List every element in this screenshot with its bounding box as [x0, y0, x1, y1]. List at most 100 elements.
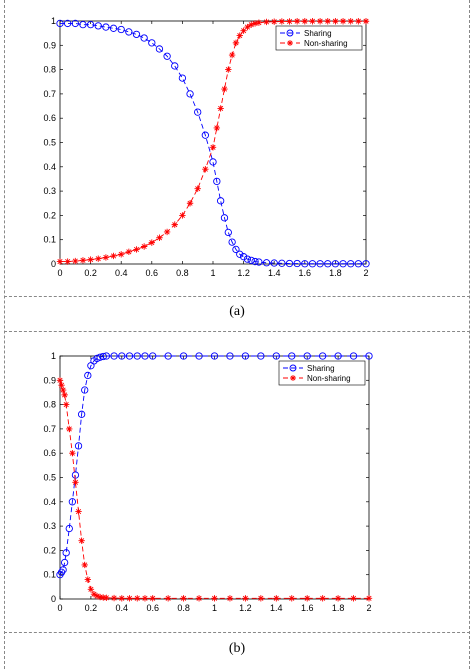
data-point: [58, 381, 65, 389]
data-point: [118, 251, 125, 258]
data-point: [102, 23, 110, 31]
data-point: [171, 221, 178, 228]
y-tick-label: 0.5: [43, 473, 56, 483]
data-point: [163, 228, 171, 236]
data-point: [242, 595, 249, 602]
data-point: [224, 228, 232, 237]
x-tick-label: 0.2: [85, 603, 98, 613]
data-point: [301, 260, 309, 268]
data-point: [240, 27, 247, 34]
x-tick-label: 2: [366, 603, 371, 613]
data-point: [220, 214, 229, 222]
caption-a: (a): [229, 304, 245, 319]
data-point: [141, 595, 149, 602]
data-point: [179, 352, 188, 360]
data-point: [68, 498, 77, 506]
series-sharing: [56, 352, 373, 579]
data-point: [217, 105, 224, 112]
data-point: [251, 257, 259, 266]
data-point: [102, 352, 111, 360]
data-point: [64, 258, 71, 265]
data-point: [362, 260, 370, 268]
data-point: [179, 212, 186, 219]
frame-border-right: [469, 0, 470, 669]
data-point: [210, 352, 219, 360]
data-point: [309, 18, 316, 25]
data-point: [232, 39, 240, 47]
data-point: [324, 18, 331, 25]
data-point: [56, 258, 64, 265]
data-point: [180, 595, 187, 602]
data-point: [362, 18, 370, 25]
data-point: [62, 401, 70, 408]
data-point: [293, 18, 301, 25]
data-point: [79, 257, 87, 264]
separator-a-top: [4, 296, 470, 297]
data-point: [213, 124, 221, 132]
legend-marker: [286, 29, 294, 37]
data-point: [195, 352, 203, 360]
data-point: [148, 39, 156, 47]
data-point: [72, 479, 79, 486]
series-line: [59, 355, 369, 575]
data-point: [125, 28, 133, 36]
data-point: [103, 594, 110, 601]
data-point: [87, 586, 95, 593]
data-point: [90, 590, 98, 598]
data-point: [132, 30, 141, 39]
series-non-sharing: [56, 18, 370, 265]
data-point: [228, 238, 236, 246]
data-point: [209, 158, 217, 166]
data-point: [316, 18, 324, 25]
x-tick-label: 1.8: [329, 268, 342, 278]
data-point: [74, 442, 83, 450]
data-point: [133, 352, 141, 360]
data-point: [248, 21, 255, 28]
separator-a-bottom: [4, 331, 470, 332]
data-point: [86, 20, 95, 29]
y-tick-label: 0.4: [43, 497, 56, 507]
x-tick-label: 1.4: [268, 268, 281, 278]
y-tick-label: 1: [51, 351, 56, 361]
data-point: [293, 259, 301, 268]
data-point: [247, 256, 255, 265]
data-point: [126, 595, 133, 602]
data-point: [118, 352, 126, 360]
data-point: [78, 537, 85, 544]
data-point: [232, 245, 240, 254]
data-point: [117, 25, 125, 34]
data-point: [347, 18, 354, 25]
data-point: [141, 352, 149, 360]
data-point: [213, 177, 221, 186]
data-point: [331, 260, 340, 268]
data-point: [255, 258, 263, 266]
plot-area: [59, 355, 370, 600]
chart-b: 0 0.2 0.4 0.6 0.8 1 1.2 1.4 1.6 1.8 2 0 0.1 0.2 0.3 0.4…: [43, 351, 373, 613]
data-point: [318, 352, 327, 360]
data-point: [225, 66, 232, 73]
legend-label: Non-sharing: [304, 39, 348, 48]
data-point: [272, 352, 280, 360]
data-point: [365, 595, 373, 602]
legend-marker: [289, 364, 297, 372]
data-point: [66, 425, 73, 433]
x-tick-label: 0.6: [146, 603, 159, 613]
data-point: [81, 386, 89, 394]
x-tick-label: 0: [57, 268, 62, 278]
data-point: [125, 248, 133, 256]
legend-marker: [290, 375, 296, 381]
data-point: [110, 252, 117, 260]
chart-a: 0 0.2 0.4 0.6 0.8 1 1.2 1.4 1.6 1.8 2 0 0.1 0.2 0.3 0.4…: [43, 16, 370, 278]
data-point: [99, 352, 107, 361]
y-tick-label: 0.9: [43, 40, 56, 50]
data-point: [304, 595, 311, 602]
data-point: [209, 144, 217, 151]
data-point: [164, 595, 172, 602]
legend-label: Sharing: [307, 364, 335, 373]
data-point: [201, 131, 210, 139]
data-point: [118, 595, 125, 602]
caption-b: (b): [228, 641, 246, 656]
y-tick-label: 0.2: [43, 545, 56, 555]
data-point: [285, 259, 294, 268]
